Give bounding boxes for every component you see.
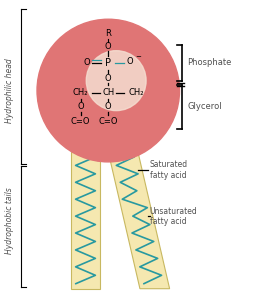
Bar [71,152,100,289]
Polygon shape [108,152,170,289]
Text: CH₂: CH₂ [128,88,144,97]
Text: P: P [105,58,111,68]
Text: CH₂: CH₂ [73,88,88,97]
Text: O: O [105,102,112,111]
Text: Hydrophobic tails: Hydrophobic tails [5,187,14,254]
Text: Unsaturated
fatty acid: Unsaturated fatty acid [150,207,198,226]
Text: O: O [77,102,84,111]
Text: Phosphate: Phosphate [187,58,232,67]
Text: R: R [105,28,111,38]
Circle shape [86,51,146,111]
Text: Glycerol: Glycerol [187,102,222,111]
Text: O: O [105,43,112,52]
Text: Saturated
fatty acid: Saturated fatty acid [150,160,188,179]
Text: C=O: C=O [71,117,90,126]
Circle shape [37,19,179,162]
Text: Hydrophilic head: Hydrophilic head [5,58,14,123]
Text: CH: CH [102,88,114,97]
Text: C=O: C=O [99,117,118,126]
Text: O: O [83,58,90,67]
Text: −: − [135,54,141,60]
Text: O: O [127,57,133,66]
Text: O: O [105,74,112,83]
